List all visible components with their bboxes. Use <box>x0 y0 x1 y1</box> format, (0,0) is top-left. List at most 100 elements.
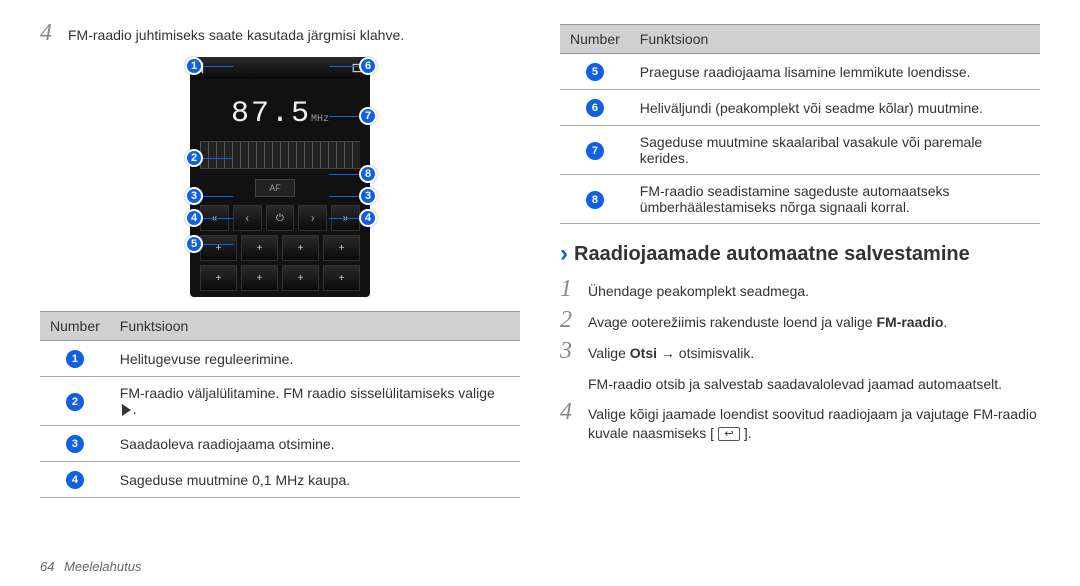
step-number: 4 <box>560 399 584 426</box>
step-number: 2 <box>560 307 584 334</box>
step-row: 3Valige Otsi → otsimisvalik. <box>560 338 1040 365</box>
af-button: AF <box>255 179 295 197</box>
callout-line <box>203 244 233 245</box>
bullet-icon: 4 <box>66 471 84 489</box>
callout-line <box>329 66 359 67</box>
step-text: FM-raadio juhtimiseks saate kasutada jär… <box>68 20 520 46</box>
preset-slot: + <box>241 235 278 261</box>
table-row: 6 Heliväljundi (peakomplekt või seadme kõ… <box>560 90 1040 126</box>
frequency-scale <box>200 141 360 169</box>
callout-bubble: 5 <box>185 235 203 253</box>
power-icon: ⏻ <box>266 205 295 231</box>
callout-bubble: 7 <box>359 107 377 125</box>
row-number: 8 <box>560 175 630 224</box>
step-row: FM-raadio otsib ja salvestab saadavalole… <box>560 369 1040 395</box>
section-title-text: Raadiojaamade automaatne salvestamine <box>574 243 970 266</box>
preset-slot: + <box>282 235 319 261</box>
frequency-unit: MHz <box>311 114 329 125</box>
controls-table-2: Number Funktsioon 5 Praeguse raadiojaama … <box>560 24 1040 224</box>
row-function: Heliväljundi (peakomplekt või seadme kõl… <box>630 90 1040 126</box>
callout-line <box>329 116 359 117</box>
step-text: FM-raadio otsib ja salvestab saadavalole… <box>588 369 1040 395</box>
bullet-icon: 8 <box>586 191 604 209</box>
preset-row: + + + + <box>200 235 360 261</box>
table-row: 3 Saadaoleva raadiojaama otsimine. <box>40 426 520 462</box>
table-row: 2 FM-raadio väljalülitamine. FM raadio si… <box>40 377 520 426</box>
radio-mock-wrap: 87.5MHz AF « ‹ ⏻ › » + + + + <box>165 57 395 297</box>
prev-icon: ‹ <box>233 205 262 231</box>
callout-bubble: 3 <box>359 187 377 205</box>
table-row: 8 FM-raadio seadistamine sageduste automa… <box>560 175 1040 224</box>
row-number: 3 <box>40 426 110 462</box>
row-number: 4 <box>40 462 110 498</box>
col-function: Funktsioon <box>630 25 1040 54</box>
next-icon: › <box>298 205 327 231</box>
right-column: Number Funktsioon 5 Praeguse raadiojaama … <box>560 20 1040 498</box>
frequency-value: 87.5 <box>231 97 311 131</box>
step-row: 2Avage ooterežiimis rakenduste loend ja … <box>560 307 1040 334</box>
row-number: 2 <box>40 377 110 426</box>
left-column: 4 FM-raadio juhtimiseks saate kasutada j… <box>40 20 520 498</box>
step-text: Valige kõigi jaamade loendist soovitud r… <box>588 399 1040 444</box>
callout-line <box>329 218 359 219</box>
step-text: Valige Otsi → otsimisvalik. <box>588 338 1040 364</box>
bullet-icon: 2 <box>66 393 84 411</box>
bullet-icon: 7 <box>586 142 604 160</box>
table-row: 5 Praeguse raadiojaama lisamine lemmikute… <box>560 54 1040 90</box>
col-number: Number <box>560 25 630 54</box>
radio-screen: 87.5MHz AF « ‹ ⏻ › » + + + + <box>190 57 370 297</box>
play-icon <box>122 404 131 416</box>
table-row: 7 Sageduse muutmine skaalaribal vasakule … <box>560 126 1040 175</box>
step-number: 4 <box>40 20 64 47</box>
callout-bubble: 8 <box>359 165 377 183</box>
bold-term: FM-raadio <box>876 314 943 330</box>
chevron-icon: › <box>560 240 568 268</box>
table-row: 4 Sageduse muutmine 0,1 MHz kaupa. <box>40 462 520 498</box>
callout-line <box>203 196 233 197</box>
section-title: › Raadiojaamade automaatne salvestamine <box>560 240 1040 268</box>
preset-slot: + <box>200 265 237 291</box>
bullet-icon: 6 <box>586 99 604 117</box>
preset-slot: + <box>200 235 237 261</box>
frequency-display: 87.5MHz <box>190 79 370 135</box>
table-row: 1Helitugevuse reguleerimine. <box>40 341 520 377</box>
preset-slot: + <box>241 265 278 291</box>
row-number: 1 <box>40 341 110 377</box>
bullet-icon: 3 <box>66 435 84 453</box>
step-row: 4Valige kõigi jaamade loendist soovitud … <box>560 399 1040 444</box>
row-function: Saadaoleva raadiojaama otsimine. <box>110 426 520 462</box>
bullet-icon: 5 <box>586 63 604 81</box>
callout-line <box>203 218 233 219</box>
callout-bubble: 4 <box>185 209 203 227</box>
step-number: 3 <box>560 338 584 365</box>
callout-line <box>329 174 359 175</box>
callout-line <box>203 66 233 67</box>
row-function: Praeguse raadiojaama lisamine lemmikute … <box>630 54 1040 90</box>
row-number: 5 <box>560 54 630 90</box>
row-number: 7 <box>560 126 630 175</box>
row-function: Sageduse muutmine 0,1 MHz kaupa. <box>110 462 520 498</box>
preset-slot: + <box>323 265 360 291</box>
row-function: FM-raadio väljalülitamine. FM raadio sis… <box>110 377 520 426</box>
preset-slot: + <box>282 265 319 291</box>
bold-term: Otsi <box>630 345 657 361</box>
callout-line <box>203 158 233 159</box>
controls-table-1: Number Funktsioon 1Helitugevuse reguleer… <box>40 311 520 498</box>
page-footer: 64 Meelelahutus <box>40 559 141 574</box>
radio-topbar <box>190 57 370 79</box>
row-function: FM-raadio seadistamine sageduste automaa… <box>630 175 1040 224</box>
footer-label: Meelelahutus <box>64 559 141 574</box>
step-number: 1 <box>560 276 584 303</box>
row-function: Helitugevuse reguleerimine. <box>110 341 520 377</box>
row-function: Sageduse muutmine skaalaribal vasakule v… <box>630 126 1040 175</box>
col-function: Funktsioon <box>110 312 520 341</box>
step-intro: 4 FM-raadio juhtimiseks saate kasutada j… <box>40 20 520 47</box>
step-text: Avage ooterežiimis rakenduste loend ja v… <box>588 307 1040 333</box>
preset-slot: + <box>323 235 360 261</box>
callout-bubble: 2 <box>185 149 203 167</box>
back-icon: ↩ <box>718 427 740 441</box>
callout-bubble: 1 <box>185 57 203 75</box>
step-row: 1Ühendage peakomplekt seadmega. <box>560 276 1040 303</box>
step-text: Ühendage peakomplekt seadmega. <box>588 276 1040 302</box>
callout-line <box>329 196 359 197</box>
